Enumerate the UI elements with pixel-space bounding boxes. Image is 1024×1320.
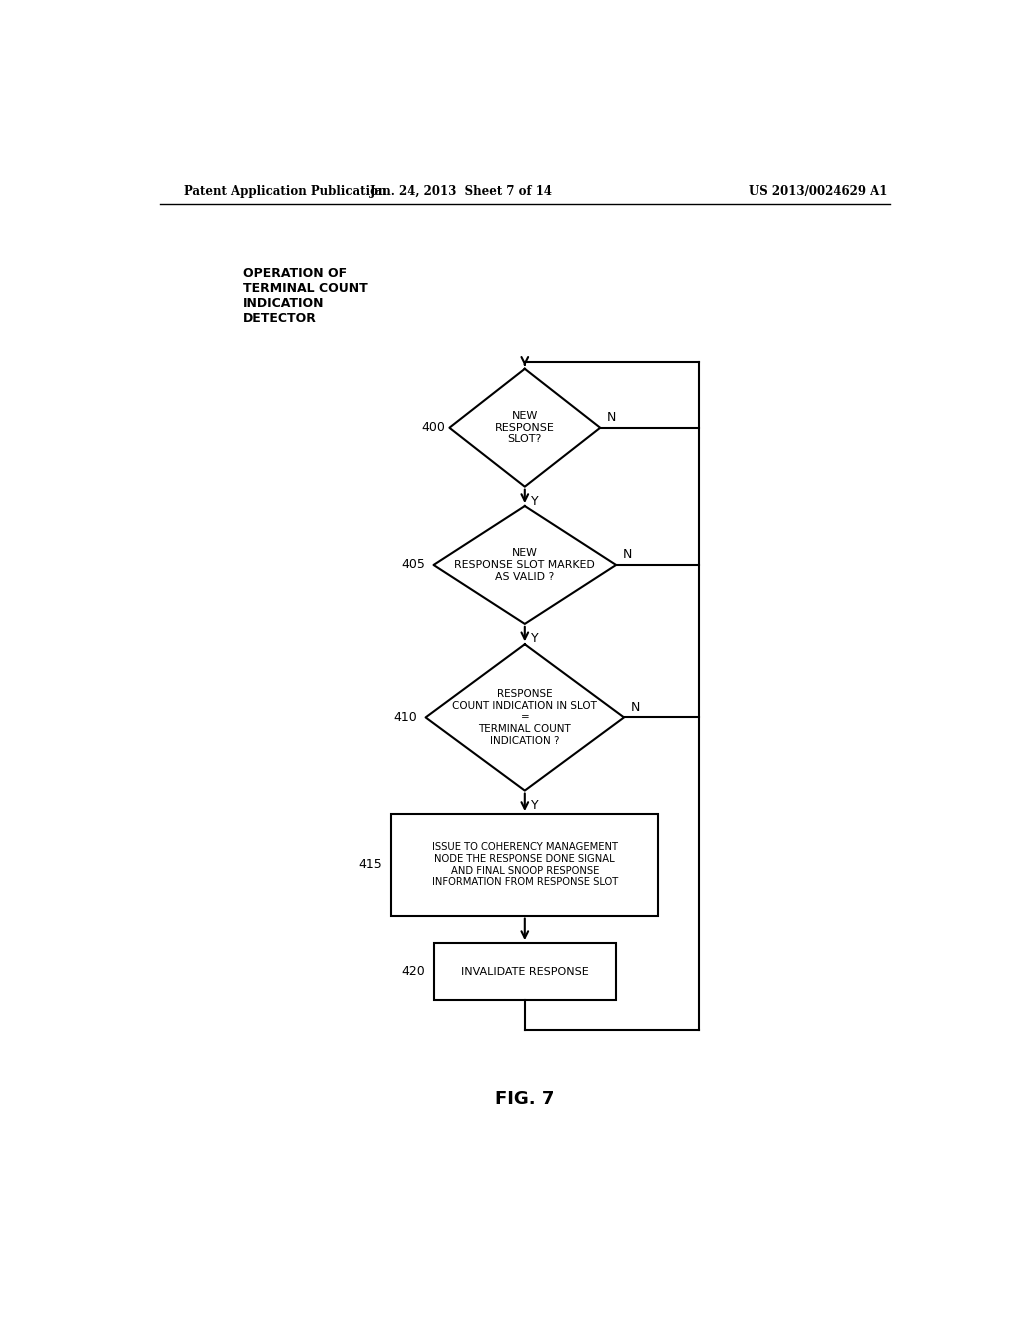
Bar: [391, 814, 658, 916]
Text: Jan. 24, 2013  Sheet 7 of 14: Jan. 24, 2013 Sheet 7 of 14: [370, 185, 553, 198]
Text: Patent Application Publication: Patent Application Publication: [183, 185, 386, 198]
Text: FIG. 7: FIG. 7: [496, 1089, 554, 1107]
Text: N: N: [606, 411, 615, 424]
Text: US 2013/0024629 A1: US 2013/0024629 A1: [750, 185, 888, 198]
Text: N: N: [623, 548, 632, 561]
Text: INVALIDATE RESPONSE: INVALIDATE RESPONSE: [461, 966, 589, 977]
Text: Y: Y: [531, 799, 539, 812]
Text: 420: 420: [401, 965, 426, 978]
Bar: [433, 942, 616, 1001]
Text: NEW
RESPONSE
SLOT?: NEW RESPONSE SLOT?: [495, 411, 555, 445]
Text: NEW
RESPONSE SLOT MARKED
AS VALID ?: NEW RESPONSE SLOT MARKED AS VALID ?: [455, 548, 595, 582]
Text: ISSUE TO COHERENCY MANAGEMENT
NODE THE RESPONSE DONE SIGNAL
AND FINAL SNOOP RESP: ISSUE TO COHERENCY MANAGEMENT NODE THE R…: [432, 842, 617, 887]
Text: 405: 405: [401, 558, 426, 572]
Text: Y: Y: [531, 495, 539, 508]
Text: 410: 410: [394, 711, 418, 723]
Text: OPERATION OF
TERMINAL COUNT
INDICATION
DETECTOR: OPERATION OF TERMINAL COUNT INDICATION D…: [243, 267, 368, 325]
Text: RESPONSE
COUNT INDICATION IN SLOT
=
TERMINAL COUNT
INDICATION ?: RESPONSE COUNT INDICATION IN SLOT = TERM…: [453, 689, 597, 746]
Text: 400: 400: [422, 421, 445, 434]
Text: 415: 415: [358, 858, 382, 871]
Text: N: N: [631, 701, 640, 714]
Text: Y: Y: [531, 632, 539, 645]
